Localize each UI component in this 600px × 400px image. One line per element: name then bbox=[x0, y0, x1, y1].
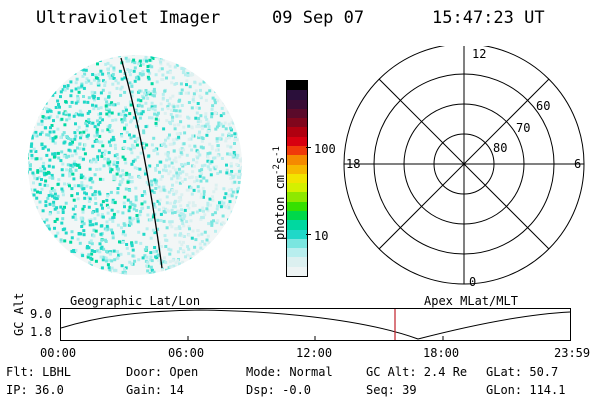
x-tick-1800: 18:00 bbox=[423, 346, 460, 360]
glon-info: GLon: 114.1 bbox=[486, 383, 566, 397]
polar-grid: 12 0 18 6 60 70 80 bbox=[343, 46, 585, 289]
mode-info: Mode: Normal bbox=[246, 365, 333, 379]
gain-info: Gain: 14 bbox=[126, 383, 184, 397]
polar-ring-80: 80 bbox=[493, 141, 507, 155]
apex-caption: Apex MLat/MLT bbox=[424, 294, 518, 308]
colorbar bbox=[286, 80, 308, 277]
polar-ring-70: 70 bbox=[516, 121, 530, 135]
colorbar-tick-100: 100 bbox=[314, 142, 336, 156]
app-title: Ultraviolet Imager bbox=[36, 8, 221, 28]
colorbar-tick-10: 10 bbox=[314, 229, 329, 243]
dsp-info: Dsp: -0.0 bbox=[246, 383, 312, 397]
filter-info: Flt: LBHL bbox=[6, 365, 72, 379]
colorbar-unit-label: photon cm-2s-1 bbox=[272, 146, 287, 240]
y-tick-1-8: 1.8 bbox=[30, 325, 52, 339]
gc-alt-axis-label: GC Alt bbox=[12, 292, 26, 336]
polar-ring-60: 60 bbox=[536, 99, 550, 113]
terminator-line bbox=[120, 57, 163, 269]
glat-info: GLat: 50.7 bbox=[486, 365, 559, 379]
polar-label-0: 0 bbox=[469, 275, 476, 289]
uv-image-disk bbox=[28, 55, 242, 275]
x-tick-0000: 00:00 bbox=[40, 346, 77, 360]
x-tick-1200: 12:00 bbox=[296, 346, 333, 360]
colorbar-tickmark bbox=[306, 147, 311, 148]
altitude-curve bbox=[60, 309, 571, 340]
colorbar-tickmark bbox=[306, 234, 311, 235]
polar-label-6: 6 bbox=[574, 157, 581, 171]
x-tick-2359: 23:59 bbox=[554, 346, 591, 360]
polar-label-18: 18 bbox=[346, 157, 360, 171]
geographic-caption: Geographic Lat/Lon bbox=[70, 294, 201, 308]
ip-info: IP: 36.0 bbox=[6, 383, 64, 397]
altitude-plot bbox=[60, 308, 571, 341]
header-date: 09 Sep 07 bbox=[272, 8, 365, 28]
door-info: Door: Open bbox=[126, 365, 199, 379]
polar-label-12: 12 bbox=[472, 47, 486, 61]
gc-alt-info: GC Alt: 2.4 Re bbox=[366, 365, 468, 379]
y-tick-9: 9.0 bbox=[30, 307, 52, 321]
header-time: 15:47:23 UT bbox=[432, 8, 545, 28]
x-tick-0600: 06:00 bbox=[168, 346, 205, 360]
seq-info: Seq: 39 bbox=[366, 383, 417, 397]
